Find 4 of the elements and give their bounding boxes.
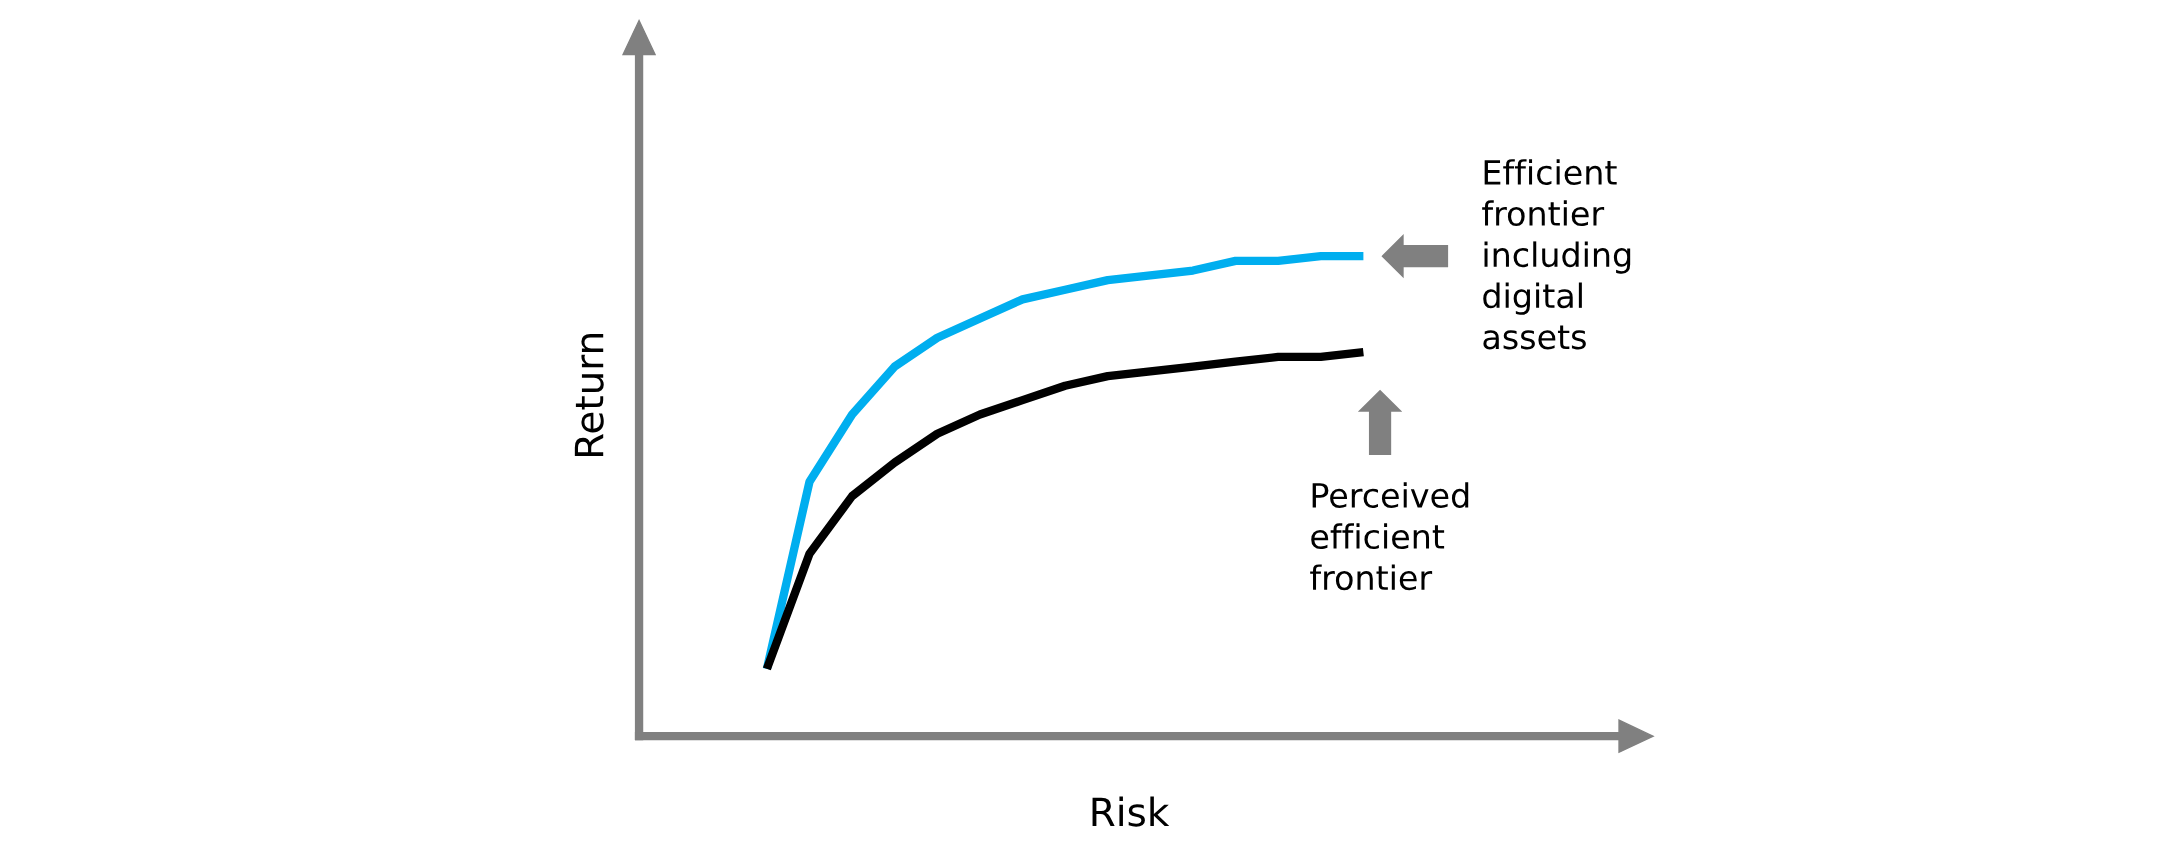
annotation: Efficient frontier including digital assets <box>1482 159 1631 350</box>
x-axis-title: Risk <box>1092 796 1170 827</box>
y-axis-title: Return <box>574 334 604 457</box>
annotation: Perceived efficient frontier <box>1310 482 1469 591</box>
